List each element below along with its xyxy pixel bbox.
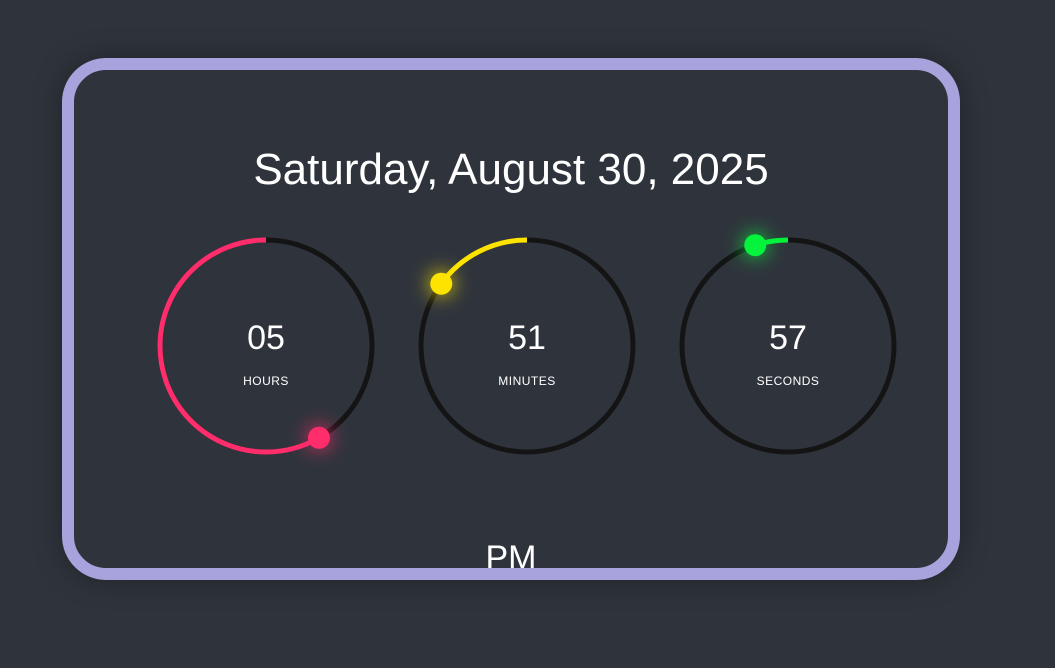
minutes-ring	[418, 237, 636, 455]
seconds-dial: 57 SECONDS	[668, 226, 908, 466]
hours-dial: 05 HOURS	[146, 226, 386, 466]
hours-value: 05	[247, 319, 285, 357]
seconds-indicator-dot	[744, 234, 767, 257]
minutes-value: 51	[508, 319, 546, 357]
hours-label: HOURS	[243, 374, 289, 388]
minutes-label: MINUTES	[498, 374, 556, 388]
am-pm-indicator: PM	[485, 539, 537, 577]
seconds-label: SECONDS	[756, 374, 820, 388]
clock-card: Saturday, August 30, 2025 05 HOURS 51 MI…	[62, 58, 960, 580]
hours-indicator-dot	[307, 426, 330, 449]
minutes-indicator-dot	[430, 272, 453, 295]
date-display: Saturday, August 30, 2025	[253, 145, 769, 194]
minutes-dial: 51 MINUTES	[407, 226, 647, 466]
seconds-ring	[679, 234, 897, 455]
hours-ring	[157, 237, 375, 455]
seconds-value: 57	[769, 319, 807, 357]
